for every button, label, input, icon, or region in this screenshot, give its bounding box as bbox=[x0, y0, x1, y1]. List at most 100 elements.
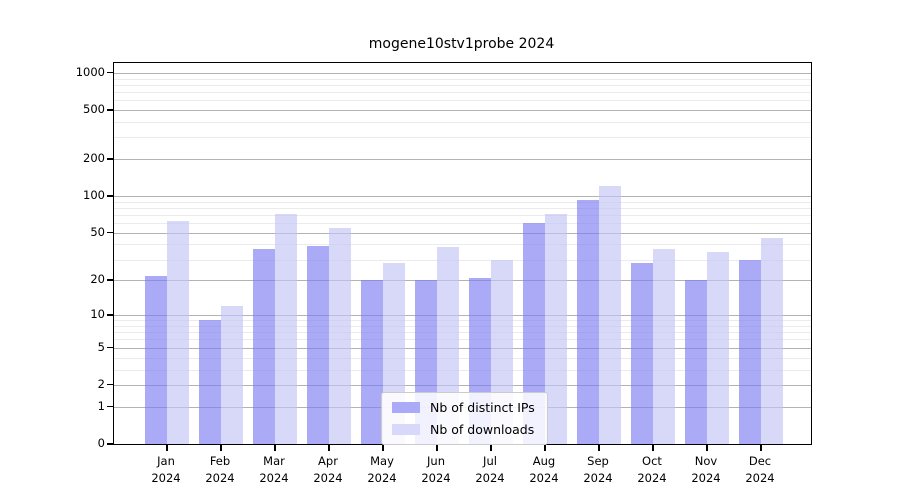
y-tick-mark bbox=[107, 314, 113, 316]
x-tick-mark bbox=[328, 444, 330, 451]
y-tick-label-5: 5 bbox=[97, 339, 105, 354]
y-tick-mark bbox=[107, 71, 113, 74]
x-tick-label-dec: Dec 2024 bbox=[745, 454, 775, 485]
legend-item-downloads: Nb of downloads bbox=[392, 422, 535, 437]
major-gridline-100 bbox=[114, 196, 811, 198]
y-tick-mark bbox=[107, 279, 113, 281]
bar-downloads-dec bbox=[761, 238, 783, 444]
major-gridline-10 bbox=[114, 315, 811, 317]
x-tick-mark bbox=[760, 444, 762, 451]
y-tick-mark bbox=[107, 195, 113, 197]
y-tick-label-1000: 1000 bbox=[75, 64, 105, 79]
major-gridline-5 bbox=[114, 347, 811, 349]
y-tick-mark bbox=[107, 231, 113, 234]
y-tick-label-200: 200 bbox=[83, 151, 105, 166]
bar-distinct-ips-jan bbox=[145, 275, 167, 444]
y-tick-mark bbox=[107, 158, 113, 160]
x-tick-label-jan: Jan 2024 bbox=[151, 454, 181, 485]
bar-downloads-mar bbox=[275, 213, 297, 444]
bar-distinct-ips-dec bbox=[739, 259, 761, 444]
y-tick-label-2: 2 bbox=[97, 376, 105, 391]
y-tick-label-50: 50 bbox=[90, 224, 105, 239]
x-tick-label-jun: Jun 2024 bbox=[421, 454, 451, 485]
x-tick-mark bbox=[652, 444, 654, 451]
bar-downloads-oct bbox=[653, 248, 675, 444]
x-tick-label-apr: Apr 2024 bbox=[313, 454, 343, 485]
bar-distinct-ips-nov bbox=[685, 280, 707, 444]
minor-gridline bbox=[114, 244, 811, 246]
y-tick-label-10: 10 bbox=[90, 307, 105, 322]
y-tick-mark bbox=[107, 443, 113, 445]
bar-distinct-ips-aug bbox=[523, 223, 545, 444]
minor-gridline bbox=[114, 325, 811, 327]
x-tick-label-sep: Sep 2024 bbox=[583, 454, 613, 485]
x-tick-label-aug: Aug 2024 bbox=[529, 454, 559, 485]
bar-downloads-sep bbox=[599, 186, 621, 444]
x-tick-mark bbox=[598, 444, 600, 451]
y-tick-mark bbox=[107, 346, 113, 349]
minor-gridline bbox=[114, 100, 811, 102]
y-tick-label-1: 1 bbox=[97, 398, 105, 413]
y-tick-mark bbox=[107, 109, 113, 111]
minor-gridline bbox=[114, 320, 811, 322]
bar-chart-plot-area: Nb of distinct IPs Nb of downloads bbox=[113, 62, 812, 445]
legend-item-distinct-ips: Nb of distinct IPs bbox=[392, 400, 535, 415]
minor-gridline bbox=[114, 214, 811, 216]
x-tick-label-feb: Feb 2024 bbox=[205, 454, 235, 485]
bar-distinct-ips-apr bbox=[307, 245, 329, 444]
bar-downloads-feb bbox=[221, 306, 243, 444]
major-gridline-200 bbox=[114, 159, 811, 161]
x-tick-mark bbox=[382, 444, 384, 451]
chart-title: mogene10stv1probe 2024 bbox=[368, 36, 555, 52]
major-gridline-500 bbox=[114, 110, 811, 112]
x-tick-label-mar: Mar 2024 bbox=[259, 454, 289, 485]
minor-gridline bbox=[114, 137, 811, 139]
x-tick-mark bbox=[706, 444, 708, 451]
y-tick-label-0: 0 bbox=[97, 436, 105, 450]
legend: Nb of distinct IPs Nb of downloads bbox=[381, 392, 548, 445]
minor-gridline bbox=[114, 207, 811, 209]
minor-gridline bbox=[114, 84, 811, 86]
minor-gridline bbox=[114, 223, 811, 225]
legend-label-distinct-ips: Nb of distinct IPs bbox=[430, 400, 535, 415]
bar-downloads-aug bbox=[545, 213, 567, 444]
bar-downloads-apr bbox=[329, 227, 351, 444]
downloads-swatch bbox=[392, 424, 420, 435]
y-tick-mark bbox=[107, 405, 113, 408]
y-tick-mark bbox=[107, 383, 113, 386]
major-gridline-50 bbox=[114, 232, 811, 234]
distinct-ips-swatch bbox=[392, 402, 420, 413]
bar-distinct-ips-sep bbox=[577, 199, 599, 444]
x-tick-mark bbox=[220, 444, 222, 451]
x-tick-label-nov: Nov 2024 bbox=[691, 454, 721, 485]
x-tick-mark bbox=[436, 444, 438, 451]
x-tick-mark bbox=[274, 444, 276, 451]
minor-gridline bbox=[114, 339, 811, 341]
minor-gridline bbox=[114, 259, 811, 261]
minor-gridline bbox=[114, 369, 811, 371]
x-tick-label-oct: Oct 2024 bbox=[637, 454, 667, 485]
minor-gridline bbox=[114, 332, 811, 334]
minor-gridline bbox=[114, 91, 811, 93]
legend-label-downloads: Nb of downloads bbox=[430, 422, 535, 437]
x-tick-mark bbox=[544, 444, 546, 451]
y-tick-label-20: 20 bbox=[90, 272, 105, 287]
major-gridline-2 bbox=[114, 384, 811, 386]
x-tick-mark bbox=[166, 444, 168, 451]
bar-distinct-ips-may bbox=[361, 280, 383, 444]
y-tick-label-100: 100 bbox=[83, 188, 105, 203]
bar-distinct-ips-feb bbox=[199, 320, 221, 444]
bar-downloads-nov bbox=[707, 251, 729, 444]
minor-gridline bbox=[114, 201, 811, 203]
minor-gridline bbox=[114, 357, 811, 359]
y-tick-label-500: 500 bbox=[83, 102, 105, 117]
bar-distinct-ips-mar bbox=[253, 248, 275, 444]
minor-gridline bbox=[114, 78, 811, 80]
x-tick-label-jul: Jul 2024 bbox=[475, 454, 505, 485]
x-tick-mark bbox=[490, 444, 492, 451]
x-tick-label-may: May 2024 bbox=[367, 454, 397, 485]
major-gridline-1000 bbox=[114, 72, 811, 74]
minor-gridline bbox=[114, 121, 811, 123]
bar-distinct-ips-oct bbox=[631, 263, 653, 444]
